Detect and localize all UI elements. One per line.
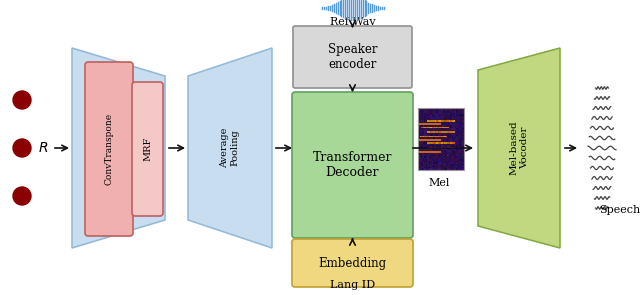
Polygon shape xyxy=(188,48,272,248)
Text: Mel: Mel xyxy=(428,178,450,188)
FancyBboxPatch shape xyxy=(292,239,413,287)
Polygon shape xyxy=(478,48,560,248)
Bar xyxy=(418,108,464,170)
Polygon shape xyxy=(72,48,165,248)
Circle shape xyxy=(13,139,31,157)
Text: Transformer
Decoder: Transformer Decoder xyxy=(313,151,392,179)
Circle shape xyxy=(13,91,31,109)
Text: MRF: MRF xyxy=(143,137,152,161)
Text: $R$: $R$ xyxy=(38,141,48,155)
Text: Speaker
encoder: Speaker encoder xyxy=(328,43,377,71)
FancyBboxPatch shape xyxy=(132,82,163,216)
FancyBboxPatch shape xyxy=(292,92,413,238)
Text: ConvTranspone: ConvTranspone xyxy=(104,113,113,185)
FancyBboxPatch shape xyxy=(293,26,412,88)
Text: Lang ID: Lang ID xyxy=(330,280,375,290)
Text: Average
Pooling: Average Pooling xyxy=(220,128,240,168)
Text: Speech: Speech xyxy=(600,205,640,215)
Text: Mel-based
Vocoder: Mel-based Vocoder xyxy=(509,121,529,175)
Text: Embedding: Embedding xyxy=(319,256,387,270)
Text: Ref Wav: Ref Wav xyxy=(330,17,375,27)
FancyBboxPatch shape xyxy=(85,62,133,236)
Circle shape xyxy=(13,187,31,205)
